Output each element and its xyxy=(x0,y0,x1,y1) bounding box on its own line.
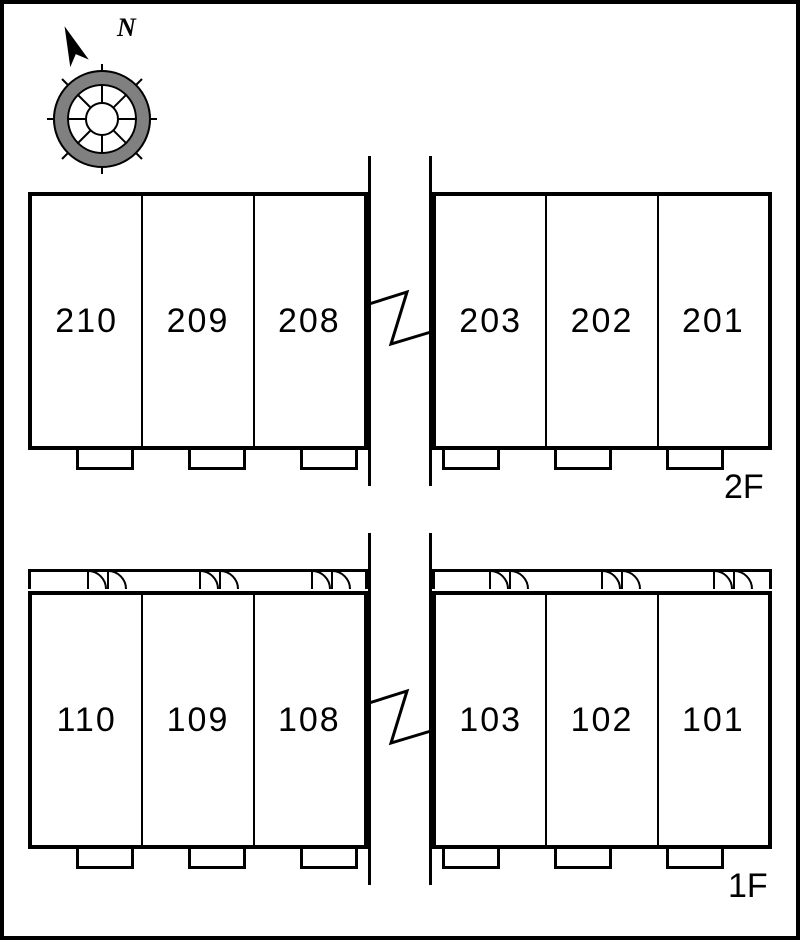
unit-cell: 108 xyxy=(255,595,364,845)
bottom-tabs-2f xyxy=(28,450,772,472)
units-row-2f: 210 209 208 203 202 201 xyxy=(28,192,772,450)
unit-cell: 202 xyxy=(547,196,658,446)
compass-icon: N xyxy=(39,14,169,184)
unit-cell: 102 xyxy=(547,595,658,845)
unit-label: 208 xyxy=(278,302,341,341)
door-icon xyxy=(600,569,642,591)
unit-label: 210 xyxy=(55,302,118,341)
unit-cell: 203 xyxy=(436,196,547,446)
unit-cell: 201 xyxy=(659,196,768,446)
unit-label: 201 xyxy=(682,302,745,341)
compass-label: N xyxy=(116,14,137,42)
tab-icon xyxy=(188,450,246,470)
unit-label: 110 xyxy=(57,701,117,740)
unit-cell: 208 xyxy=(255,196,364,446)
unit-group-2f-right: 203 202 201 xyxy=(432,192,772,450)
door-icon xyxy=(198,569,240,591)
unit-cell: 210 xyxy=(32,196,143,446)
unit-label: 103 xyxy=(459,701,522,740)
floor-block-1f: 110 109 108 103 102 101 1F xyxy=(28,569,772,871)
floor-block-2f: 210 209 208 203 202 201 2F xyxy=(28,192,772,472)
floor-label-1f: 1F xyxy=(728,867,768,906)
unit-label: 108 xyxy=(278,701,341,740)
compass-rose: N xyxy=(39,14,169,189)
door-icon xyxy=(712,569,754,591)
unit-group-1f-right: 103 102 101 xyxy=(432,591,772,849)
tab-icon xyxy=(300,450,358,470)
units-row-1f: 110 109 108 103 102 101 xyxy=(28,591,772,849)
unit-label: 109 xyxy=(167,701,230,740)
tab-icon xyxy=(188,849,246,869)
unit-group-2f-left: 210 209 208 xyxy=(28,192,368,450)
tab-icon xyxy=(666,849,724,869)
unit-cell: 101 xyxy=(659,595,768,845)
break-symbol-icon xyxy=(363,679,437,761)
unit-cell: 110 xyxy=(32,595,143,845)
tab-icon xyxy=(300,849,358,869)
break-symbol-icon xyxy=(363,280,437,362)
tab-icon xyxy=(442,450,500,470)
door-icon xyxy=(86,569,128,591)
unit-cell: 109 xyxy=(143,595,254,845)
unit-group-1f-left: 110 109 108 xyxy=(28,591,368,849)
bottom-tabs-1f xyxy=(28,849,772,871)
unit-label: 203 xyxy=(459,302,522,341)
tab-icon xyxy=(554,849,612,869)
unit-label: 209 xyxy=(167,302,230,341)
tab-icon xyxy=(666,450,724,470)
floor-plan-canvas: N 210 209 208 203 202 201 xyxy=(0,0,800,940)
unit-label: 202 xyxy=(571,302,634,341)
tab-icon xyxy=(76,450,134,470)
unit-cell: 103 xyxy=(436,595,547,845)
unit-label: 101 xyxy=(682,701,745,740)
floor-label-2f: 2F xyxy=(724,468,764,507)
tab-icon xyxy=(76,849,134,869)
tab-icon xyxy=(442,849,500,869)
top-tabs-1f xyxy=(28,569,772,591)
unit-cell: 209 xyxy=(143,196,254,446)
unit-label: 102 xyxy=(571,701,634,740)
tab-icon xyxy=(554,450,612,470)
door-icon xyxy=(488,569,530,591)
door-icon xyxy=(310,569,352,591)
